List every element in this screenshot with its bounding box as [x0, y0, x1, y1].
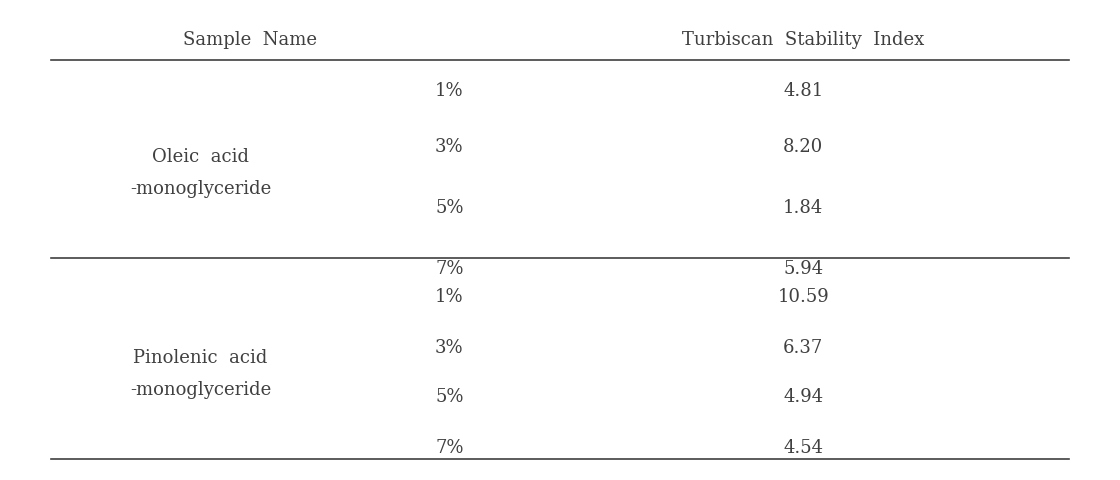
Text: 10.59: 10.59: [777, 287, 829, 305]
Text: 8.20: 8.20: [783, 138, 823, 156]
Text: 1%: 1%: [435, 287, 464, 305]
Text: 1.84: 1.84: [783, 198, 823, 216]
Text: Sample  Name: Sample Name: [184, 31, 317, 48]
Text: 5%: 5%: [436, 387, 464, 405]
Text: 4.94: 4.94: [783, 387, 823, 405]
Text: 5.94: 5.94: [783, 259, 823, 277]
Text: 4.54: 4.54: [783, 438, 823, 456]
Text: 4.81: 4.81: [783, 82, 823, 100]
Text: 3%: 3%: [435, 338, 464, 356]
Text: Oleic  acid
-monoglyceride: Oleic acid -monoglyceride: [130, 147, 271, 197]
Text: Turbiscan  Stability  Index: Turbiscan Stability Index: [682, 31, 924, 48]
Text: 3%: 3%: [435, 138, 464, 156]
Text: 7%: 7%: [436, 438, 464, 456]
Text: 7%: 7%: [436, 259, 464, 277]
Text: 5%: 5%: [436, 198, 464, 216]
Text: Pinolenic  acid
-monoglyceride: Pinolenic acid -monoglyceride: [130, 348, 271, 398]
Text: 6.37: 6.37: [783, 338, 823, 356]
Text: 1%: 1%: [435, 82, 464, 100]
